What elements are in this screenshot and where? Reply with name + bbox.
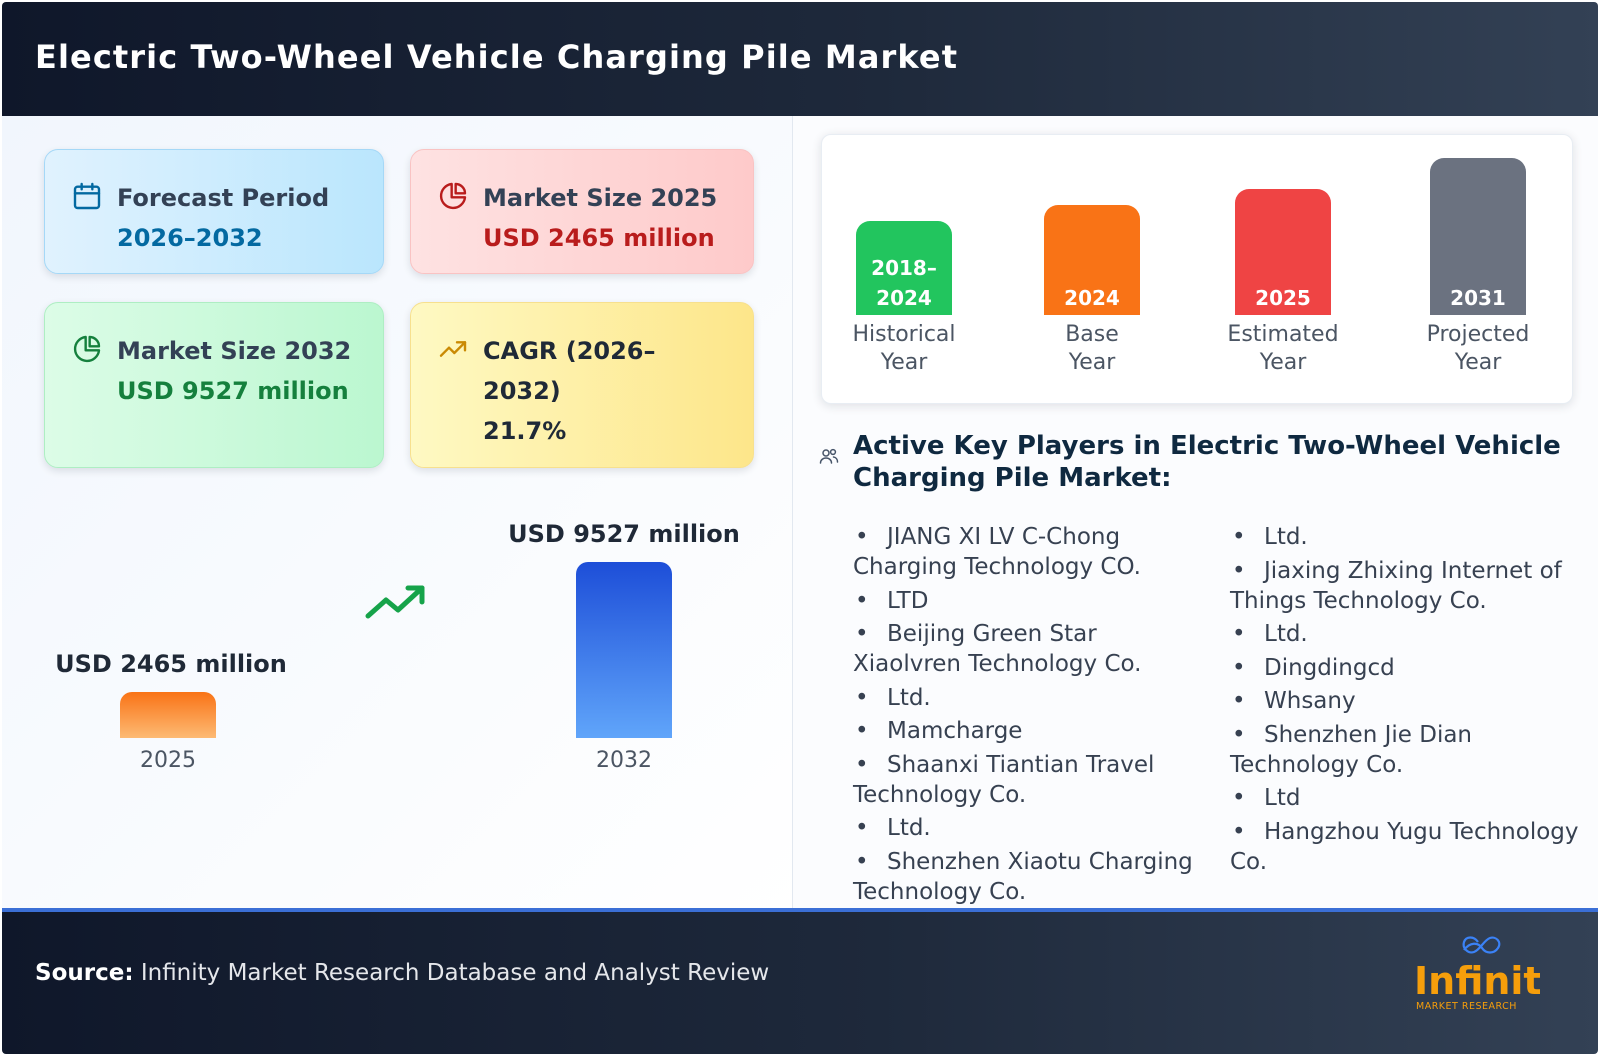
bar-value-label-2032: USD 9527 million <box>508 520 740 548</box>
list-item: Whsany <box>1230 686 1590 716</box>
cagr-value: 21.7% <box>483 417 567 445</box>
timeline-bar-historical: 2018–2024 <box>856 221 952 315</box>
list-item: JIANG XI LV C-Chong Charging Technology … <box>853 522 1198 582</box>
market-size-2032-value: USD 9527 million <box>117 377 349 405</box>
list-item: Shenzhen Xiaotu Charging Technology Co. <box>853 847 1198 907</box>
cagr-card: CAGR (2026–2032) 21.7% <box>410 302 754 468</box>
calendar-icon <box>73 182 101 210</box>
list-item: Ltd <box>1230 783 1590 813</box>
key-players-list-column-1: JIANG XI LV C-Chong Charging Technology … <box>853 522 1198 910</box>
list-item: LTD <box>853 586 1198 616</box>
market-size-2025-label: Market Size 2025 <box>483 184 718 212</box>
timeline-bar-estimated: 2025 <box>1235 189 1331 315</box>
logo-wordmark: Infinity <box>1414 959 1540 1003</box>
left-panel: Forecast Period 2026–2032 Market Size 20… <box>2 116 793 928</box>
page-title: Electric Two-Wheel Vehicle Charging Pile… <box>35 38 959 76</box>
list-item: Jiaxing Zhixing Internet of Things Techn… <box>1230 556 1590 616</box>
market-size-2032-label: Market Size 2032 <box>117 337 352 365</box>
timeline-estimated-label: Estimated Year <box>1227 322 1339 375</box>
list-item: Ltd. <box>1230 522 1590 552</box>
source-label: Source: <box>35 960 134 986</box>
timeline-bar-projected-label: 2031 <box>1450 286 1506 310</box>
market-size-2025-card: Market Size 2025 USD 2465 million <box>410 149 754 274</box>
bar-year-label-2032: 2032 <box>596 748 652 773</box>
trend-up-icon <box>439 341 467 357</box>
list-item: Shaanxi Tiantian Travel Technology Co. <box>853 750 1198 810</box>
timeline-projected-label: Projected Year <box>1426 322 1530 375</box>
pie-chart-icon <box>439 182 467 210</box>
bar-2032 <box>576 562 672 738</box>
trend-arrow-icon <box>365 585 425 619</box>
list-item: Shenzhen Jie Dian Technology Co. <box>1230 720 1590 780</box>
list-item: Dingdingcd <box>1230 653 1590 683</box>
list-item: Ltd. <box>853 683 1198 713</box>
footer-banner: Source: Infinity Market Research Databas… <box>2 908 1598 1054</box>
market-size-2032-card: Market Size 2032 USD 9527 million <box>44 302 384 468</box>
right-panel: 2018–2024 Historical Year 2024 Base Year 2… <box>793 116 1598 928</box>
timeline-bar-base-label: 2024 <box>1064 286 1120 310</box>
pie-chart-icon <box>73 335 101 363</box>
timeline-bar-estimated-label: 2025 <box>1255 286 1311 310</box>
list-item: Ltd. <box>1230 619 1590 649</box>
source-note: Source: Infinity Market Research Databas… <box>35 960 769 986</box>
timeline-card: 2018–2024 Historical Year 2024 Base Year 2… <box>821 134 1573 404</box>
list-item: Ltd. <box>853 813 1198 843</box>
forecast-period-label: Forecast Period <box>117 184 330 212</box>
infinity-logo: Infinity MARKET RESEARCH <box>1414 936 1540 1012</box>
logo-subtext: MARKET RESEARCH <box>1416 1001 1517 1012</box>
bar-2025 <box>120 692 216 738</box>
cagr-label: CAGR (2026–2032) <box>483 337 656 405</box>
bar-value-label-2025: USD 2465 million <box>55 650 287 678</box>
forecast-period-card: Forecast Period 2026–2032 <box>44 149 384 274</box>
list-item: Hangzhou Yugu Technology Co. <box>1230 817 1590 877</box>
key-players-title: Active Key Players in Electric Two-Wheel… <box>853 431 1561 493</box>
timeline-bar-base: 2024 <box>1044 205 1140 315</box>
market-size-2025-value: USD 2465 million <box>483 224 715 252</box>
timeline-bar-historical-label: 2018–2024 <box>871 256 937 310</box>
timeline-historical-label: Historical Year <box>852 322 956 375</box>
list-item: Beijing Green Star Xiaolvren Technology … <box>853 619 1198 679</box>
key-players-list-column-2: Ltd. Jiaxing Zhixing Internet of Things … <box>1230 522 1590 880</box>
users-icon <box>819 448 839 464</box>
source-text: Infinity Market Research Database and An… <box>140 960 770 986</box>
bar-year-label-2025: 2025 <box>140 748 196 773</box>
list-item: Mamcharge <box>853 716 1198 746</box>
timeline-bar-projected: 2031 <box>1430 158 1526 315</box>
header-banner: Electric Two-Wheel Vehicle Charging Pile… <box>2 2 1598 116</box>
forecast-period-value: 2026–2032 <box>117 224 263 252</box>
timeline-base-label: Base Year <box>1065 322 1119 375</box>
